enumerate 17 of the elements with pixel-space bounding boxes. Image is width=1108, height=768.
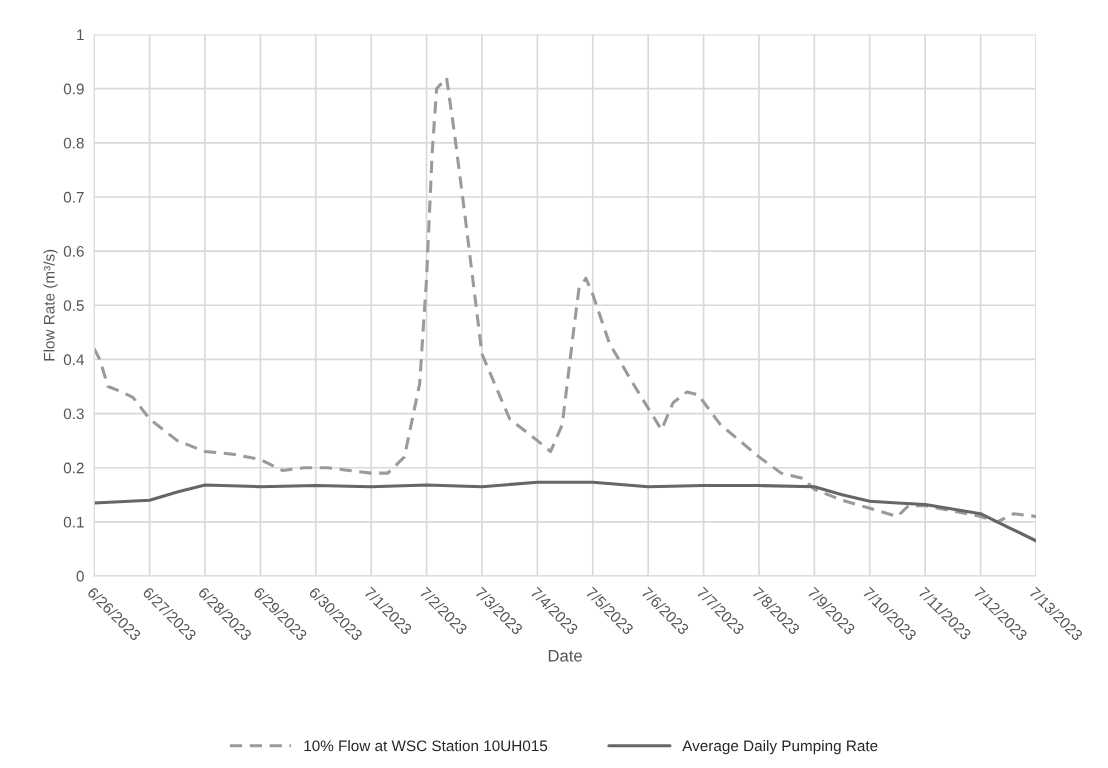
y-tick-label: 0.9 (63, 83, 84, 95)
y-tick-label: 0 (76, 570, 84, 582)
legend-label: Average Daily Pumping Rate (682, 740, 878, 755)
y-tick-label: 0.7 (63, 191, 84, 203)
y-tick-label: 0.3 (63, 408, 84, 420)
y-tick-label: 0.2 (63, 462, 84, 474)
line-series (94, 76, 1036, 524)
line-series (94, 480, 1036, 543)
x-axis-title: Date (548, 650, 582, 662)
legend-label: 10% Flow at WSC Station 10UH015 (304, 740, 548, 752)
y-tick-label: 0.1 (63, 516, 84, 528)
y-tick-label: 1 (77, 29, 84, 41)
y-tick-label: 0.4 (63, 354, 85, 366)
y-tick-label: 0.5 (63, 300, 84, 311)
y-axis-title: Flow Rate (m³/s) (43, 249, 58, 361)
y-tick-label: 0.6 (63, 246, 84, 257)
y-tick-label: 0.8 (63, 137, 84, 149)
